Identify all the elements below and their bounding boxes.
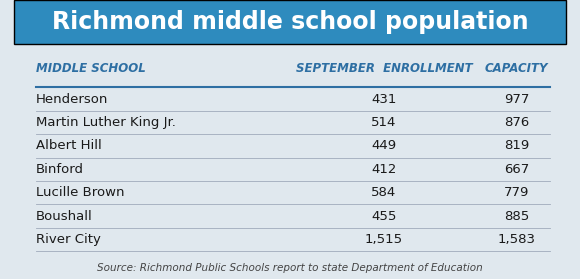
Text: Martin Luther King Jr.: Martin Luther King Jr. xyxy=(36,116,176,129)
Text: 876: 876 xyxy=(504,116,530,129)
Text: 1,583: 1,583 xyxy=(498,233,536,246)
Text: 455: 455 xyxy=(371,210,397,223)
Text: CAPACITY: CAPACITY xyxy=(485,62,549,75)
Text: 885: 885 xyxy=(504,210,530,223)
Text: 412: 412 xyxy=(371,163,397,176)
Text: 819: 819 xyxy=(504,139,530,152)
Text: 1,515: 1,515 xyxy=(365,233,403,246)
Text: Albert Hill: Albert Hill xyxy=(36,139,102,152)
Text: 514: 514 xyxy=(371,116,397,129)
FancyBboxPatch shape xyxy=(13,0,567,44)
Text: SEPTEMBER  ENROLLMENT: SEPTEMBER ENROLLMENT xyxy=(296,62,472,75)
Text: Source: Richmond Public Schools report to state Department of Education: Source: Richmond Public Schools report t… xyxy=(97,263,483,273)
Text: 977: 977 xyxy=(504,93,530,105)
Text: Richmond middle school population: Richmond middle school population xyxy=(52,10,528,34)
Text: Boushall: Boushall xyxy=(36,210,92,223)
Text: 667: 667 xyxy=(504,163,530,176)
Text: MIDDLE SCHOOL: MIDDLE SCHOOL xyxy=(36,62,146,75)
Text: 584: 584 xyxy=(371,186,397,199)
Text: Lucille Brown: Lucille Brown xyxy=(36,186,124,199)
Text: Henderson: Henderson xyxy=(36,93,108,105)
Text: 431: 431 xyxy=(371,93,397,105)
Text: River City: River City xyxy=(36,233,100,246)
Text: 779: 779 xyxy=(504,186,530,199)
Text: Binford: Binford xyxy=(36,163,84,176)
Text: 449: 449 xyxy=(371,139,397,152)
